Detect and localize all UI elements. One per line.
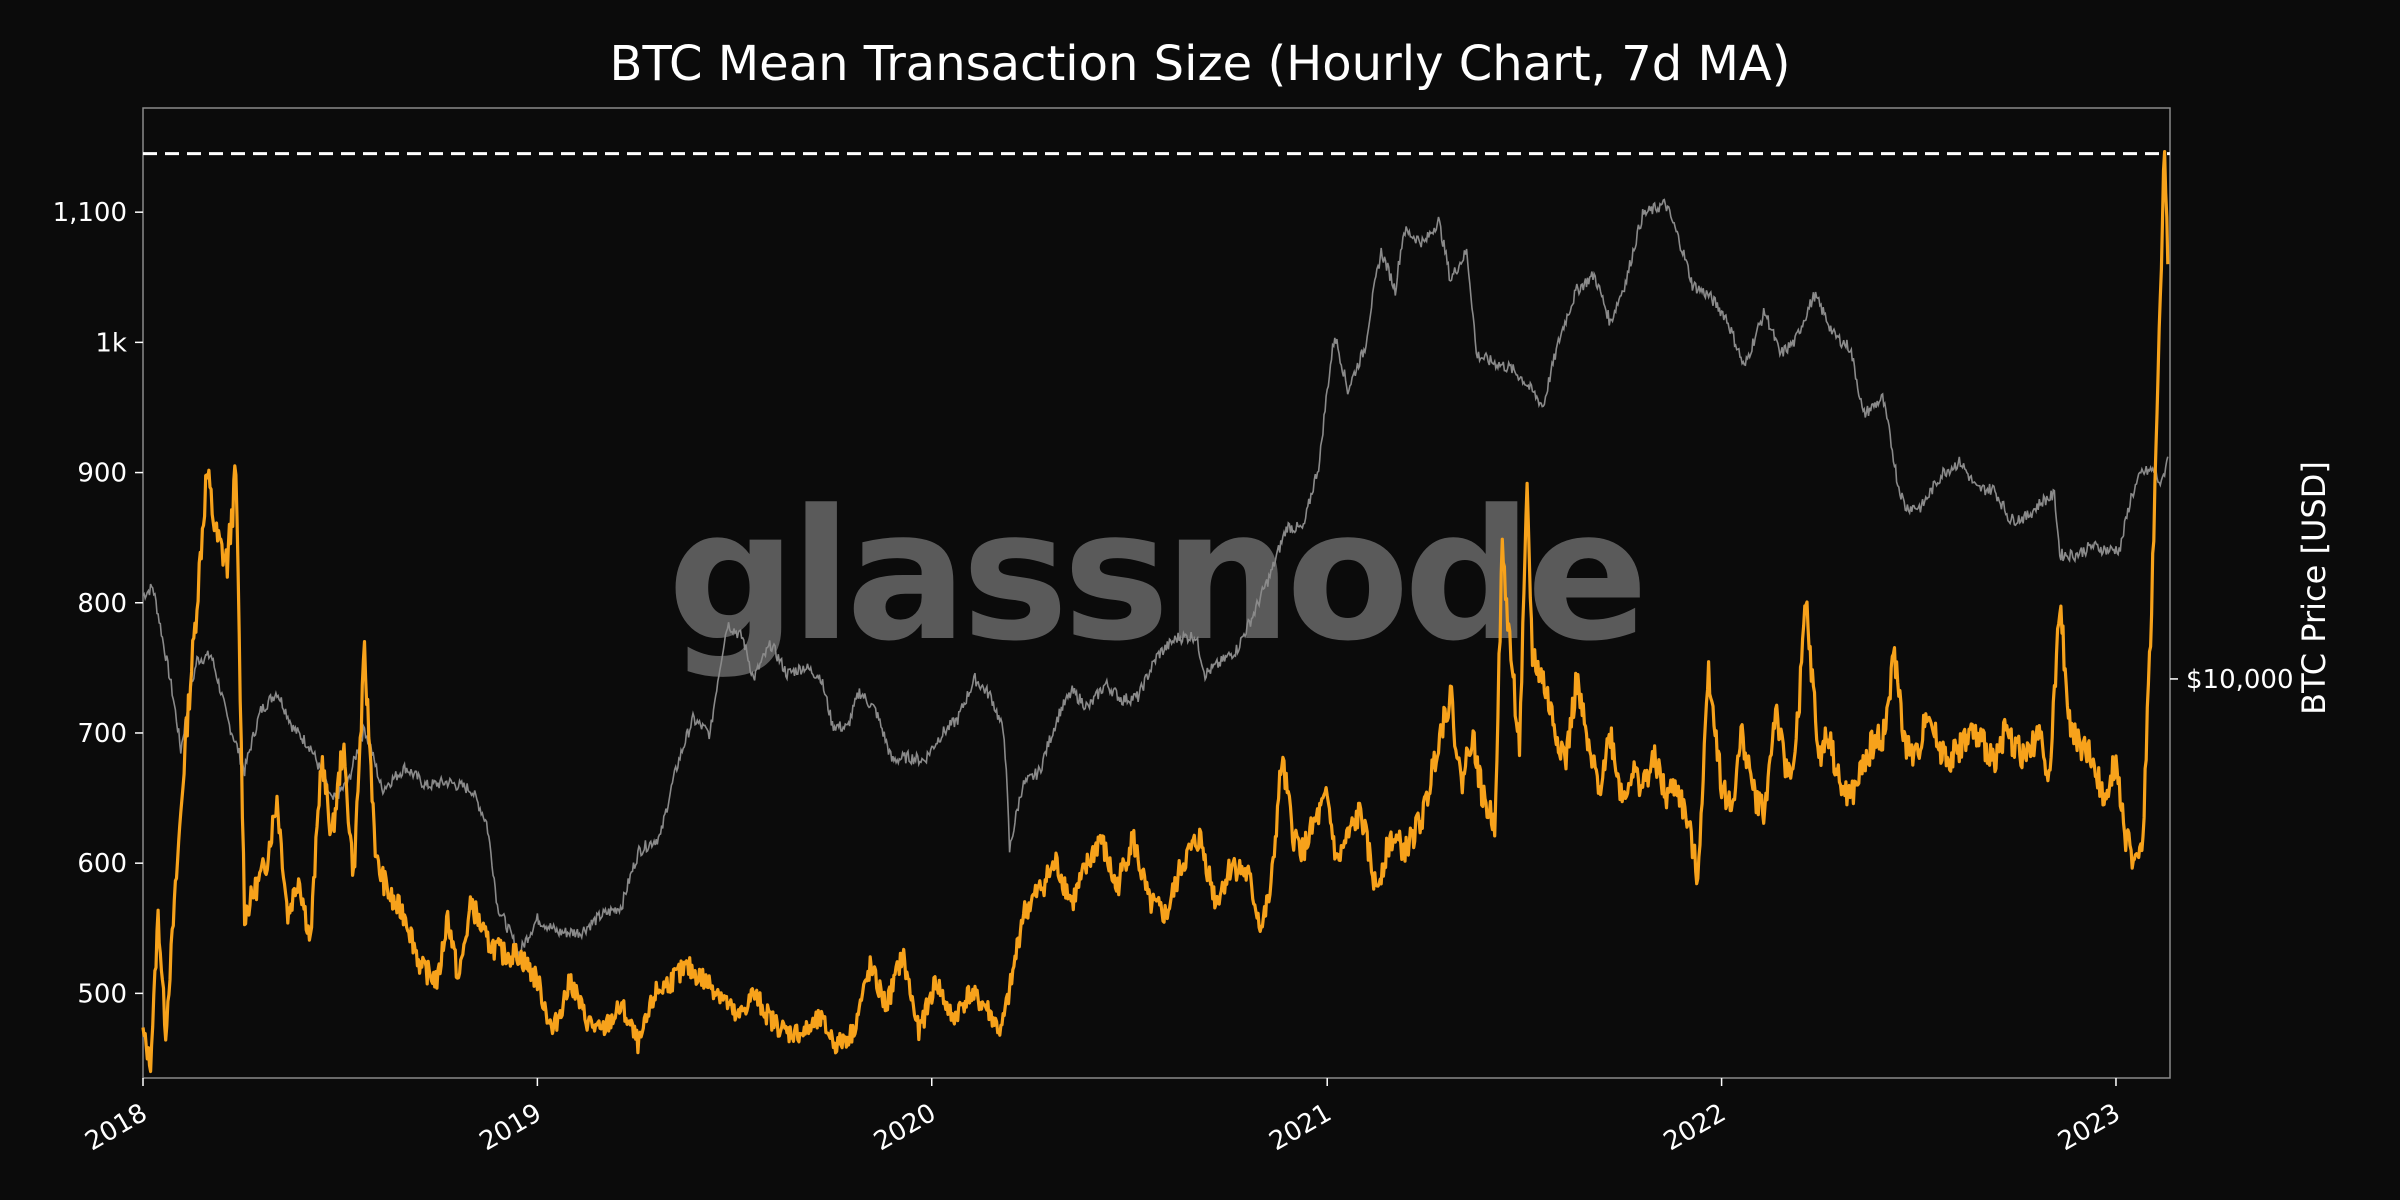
glassnode-watermark: glassnode — [667, 472, 1642, 681]
y-left-tick-label: 700 — [77, 719, 127, 749]
mean-tx-size-line — [141, 150, 2170, 1074]
price-series-group — [142, 198, 2169, 957]
y-right-axis-label: BTC Price [USD] — [2295, 461, 2333, 715]
y-left-tick-label: 900 — [77, 459, 127, 489]
y-left-axis: 500 600 700 800 900 1k 1,100 — [53, 198, 143, 1009]
y-left-tick-label: 500 — [77, 979, 127, 1009]
btc-price-line — [142, 198, 2169, 957]
y-right-tick-label: $10,000 — [2186, 665, 2294, 695]
size-series-group — [141, 150, 2170, 1074]
y-left-tick-label: 1,100 — [53, 198, 127, 228]
y-right-axis: $10,000 — [2170, 665, 2294, 695]
y-left-tick-label: 800 — [77, 589, 127, 619]
plot-area — [142, 107, 2171, 1079]
chart-title: BTC Mean Transaction Size (Hourly Chart,… — [610, 36, 1791, 92]
y-left-tick-label: 1k — [95, 328, 127, 358]
y-left-tick-label: 600 — [77, 849, 127, 879]
